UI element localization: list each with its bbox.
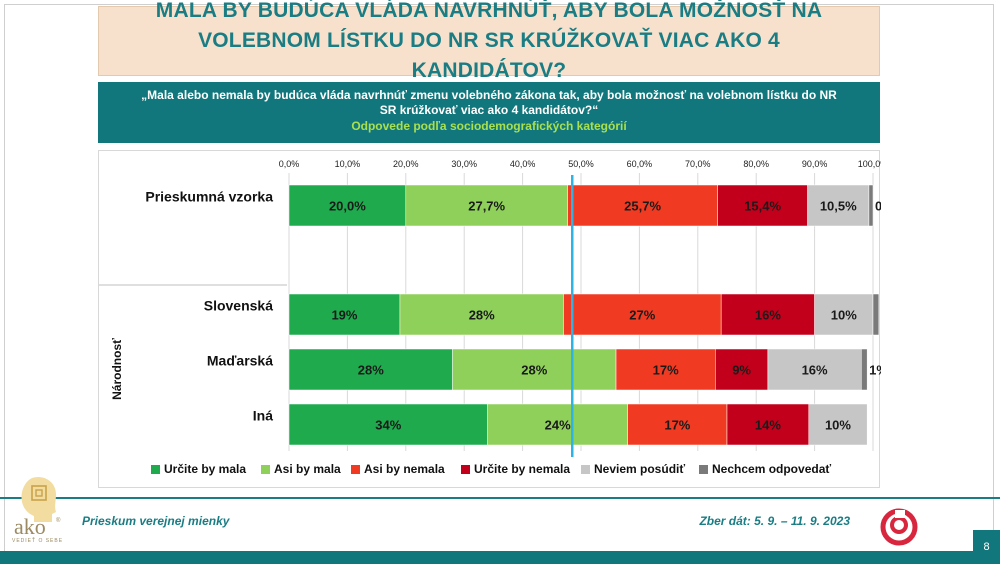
category-label: Maďarská	[207, 353, 273, 369]
data-label: 0,7%	[875, 199, 881, 214]
data-label: 24%	[545, 418, 571, 433]
bar-segment	[288, 403, 488, 446]
data-label: 17%	[653, 363, 679, 378]
data-label: 16%	[802, 363, 828, 378]
bar-segment	[627, 403, 728, 446]
bar-segment	[861, 348, 868, 391]
legend-swatch	[151, 465, 160, 474]
bar-segment	[405, 184, 568, 227]
category-label: Prieskumná vzorka	[145, 189, 273, 205]
x-tick-label: 20,0%	[393, 159, 419, 169]
data-label: 1%	[869, 363, 881, 378]
bar-segment	[567, 184, 718, 227]
legend-swatch	[351, 465, 360, 474]
bar-segment	[288, 293, 401, 336]
bar-segment	[872, 293, 880, 336]
chart-area: 0,0% 10,0% 20,0% 30,0% 40,0% 50,0% 60,0% 70,0% 8…	[98, 150, 881, 488]
data-label: 17%	[664, 418, 690, 433]
legend-label: Neviem posúdiť	[594, 462, 685, 476]
x-tick-label: 30,0%	[451, 159, 477, 169]
bar-segment	[452, 348, 617, 391]
x-tick-label: 90,0%	[802, 159, 828, 169]
bar-segment	[288, 184, 407, 227]
bar-segment	[563, 293, 722, 336]
bar-segment	[399, 293, 564, 336]
bar-segment	[715, 348, 769, 391]
logo-text: ako	[14, 514, 46, 539]
category-label: Slovenská	[204, 298, 273, 314]
x-tick-label: 0,0%	[279, 159, 300, 169]
legend-swatch	[581, 465, 590, 474]
x-tick-label: 100,0%	[858, 159, 881, 169]
data-label: 25,7%	[624, 199, 661, 214]
data-label: 10%	[831, 308, 857, 323]
slide-title: MALA BY BUDÚCA VLÁDA NAVRHNÚŤ, ABY BOLA …	[155, 0, 823, 82]
legend-swatch	[261, 465, 270, 474]
bar-segment	[717, 184, 808, 227]
legend-label: Určite by nemala	[474, 462, 570, 476]
footer-date-label: Zber dát: 5. 9. – 11. 9. 2023	[699, 514, 850, 528]
data-label: 27,7%	[468, 199, 505, 214]
data-label: 15,4%	[744, 199, 781, 214]
legend-swatch	[461, 465, 470, 474]
bar-segment	[868, 184, 874, 227]
x-tick-label: 10,0%	[335, 159, 361, 169]
category-label: Iná	[253, 408, 273, 424]
bottom-bar	[0, 551, 1000, 564]
x-tick-label: 70,0%	[685, 159, 711, 169]
bar-segment	[720, 293, 815, 336]
footer-divider	[0, 497, 1000, 499]
title-banner: MALA BY BUDÚCA VLÁDA NAVRHNÚŤ, ABY BOLA …	[98, 0, 880, 82]
group-label: Národnosť	[110, 338, 124, 400]
legend-label: Asi by nemala	[364, 462, 445, 476]
legend-label: Asi by mala	[274, 462, 341, 476]
bar-segment	[807, 184, 870, 227]
swirl-logo-icon	[880, 508, 918, 546]
bar-segment	[487, 403, 628, 446]
data-label: 28%	[358, 363, 384, 378]
data-label: 16%	[755, 308, 781, 323]
logo-tagline: VEDIEŤ O SEBE	[12, 538, 64, 544]
x-tick-label: 50,0%	[568, 159, 594, 169]
data-label: 28%	[469, 308, 495, 323]
legend-label: Nechcem odpovedať	[712, 462, 831, 476]
page-number: 8	[973, 530, 1000, 564]
x-tick-label: 80,0%	[743, 159, 769, 169]
data-label: 28%	[521, 363, 547, 378]
footer-survey-label: Prieskum verejnej mienky	[82, 514, 230, 528]
data-label: 20,0%	[329, 199, 366, 214]
x-tick-label: 60,0%	[627, 159, 653, 169]
bar-segment	[767, 348, 862, 391]
data-label: 10,5%	[820, 199, 857, 214]
question-text: „Mala alebo nemala by budúca vláda navrh…	[141, 88, 837, 117]
logo-head-icon	[21, 476, 56, 522]
data-label: 34%	[375, 418, 401, 433]
bar-segment	[615, 348, 716, 391]
question-banner: „Mala alebo nemala by budúca vláda navrh…	[98, 82, 880, 143]
bar-segment	[808, 403, 868, 446]
stacked-bar-chart: 0,0% 10,0% 20,0% 30,0% 40,0% 50,0% 60,0% 70,0% 8…	[99, 159, 881, 476]
legend-label: Určite by mala	[164, 462, 246, 476]
data-label: 9%	[732, 363, 751, 378]
ako-logo: ako ®	[14, 476, 61, 539]
question-subtitle: Odpovede podľa sociodemografických kateg…	[351, 119, 627, 133]
logo-registered: ®	[56, 517, 61, 524]
bar-segment	[814, 293, 874, 336]
data-label: 27%	[629, 308, 655, 323]
data-label: 14%	[755, 418, 781, 433]
x-tick-label: 40,0%	[510, 159, 536, 169]
data-label: 19%	[331, 308, 357, 323]
data-label: 10%	[825, 418, 851, 433]
legend-swatch	[699, 465, 708, 474]
